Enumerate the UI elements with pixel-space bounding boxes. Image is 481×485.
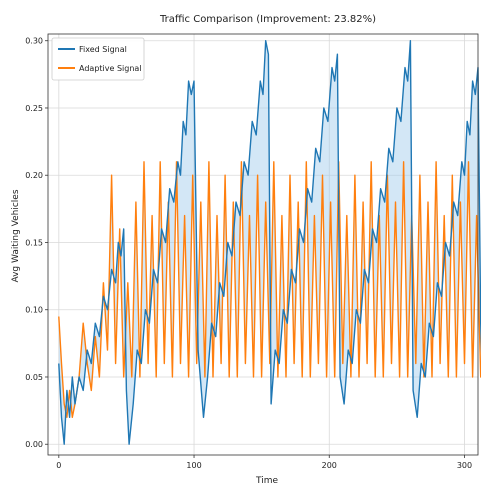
legend-label-fixed-signal: Fixed Signal <box>79 45 127 54</box>
y-tick-label: 0.30 <box>25 37 43 46</box>
x-tick-label: 300 <box>457 461 472 470</box>
series-lines <box>58 40 481 445</box>
y-axis-ticks: 0.00 0.05 0.10 0.15 0.20 0.25 0.30 <box>25 37 48 449</box>
x-tick-label: 100 <box>186 461 201 470</box>
y-tick-label: 0.00 <box>25 440 43 449</box>
x-axis-label: Time <box>255 476 278 485</box>
y-tick-label: 0.25 <box>25 104 43 113</box>
series-line-fixed-signal <box>58 40 481 445</box>
plot-frame <box>47 33 479 456</box>
y-tick-label: 0.10 <box>25 306 43 315</box>
x-tick-label: 0 <box>56 461 61 470</box>
chart-title: Traffic Comparison (Improvement: 23.82%) <box>159 14 376 25</box>
y-tick-label: 0.05 <box>25 373 43 382</box>
x-tick-label: 200 <box>322 461 337 470</box>
legend-label-adaptive-signal: Adaptive Signal <box>79 64 142 73</box>
y-tick-label: 0.20 <box>25 171 43 180</box>
y-tick-label: 0.15 <box>25 238 43 247</box>
legend: Fixed Signal Adaptive Signal <box>51 37 145 81</box>
x-axis-ticks: 0 100 200 300 <box>56 455 472 470</box>
y-axis-label: Avg Waiting Vehicles <box>11 189 21 282</box>
